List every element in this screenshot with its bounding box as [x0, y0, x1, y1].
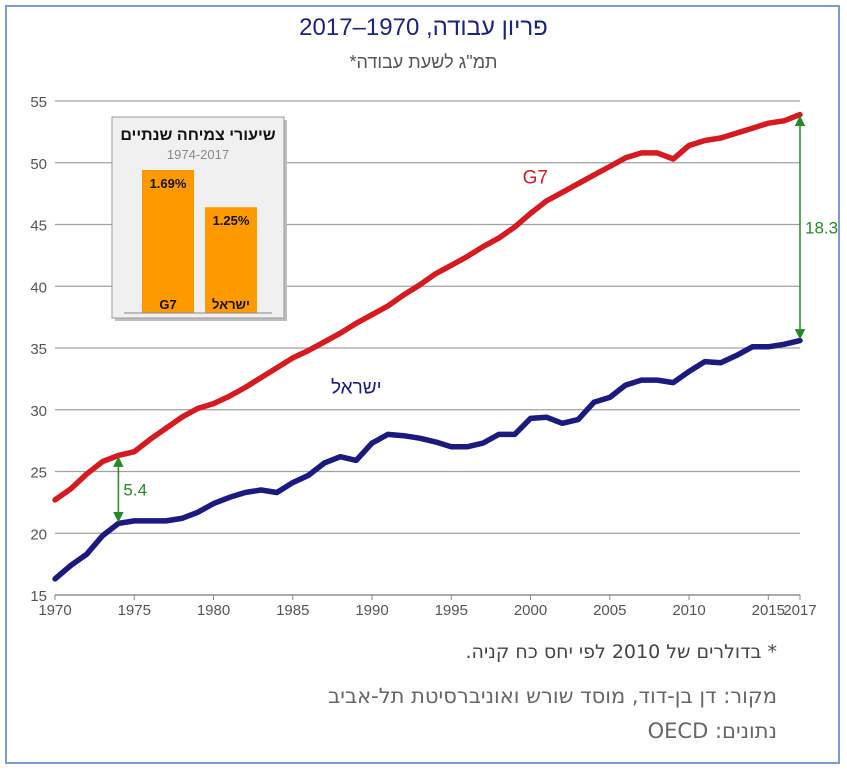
- data-source-note: נתונים: OECD: [647, 719, 777, 743]
- y-tick-label: 30: [30, 403, 47, 420]
- chart-title: פריון עבודה, 1970–2017: [299, 14, 548, 41]
- x-tick-label: 2005: [593, 602, 626, 619]
- gap-label: 18.3: [805, 219, 838, 238]
- x-tick-label: 1985: [276, 602, 309, 619]
- inset-value-label: 1.25%: [213, 213, 250, 228]
- y-tick-label: 15: [30, 588, 47, 605]
- inset-value-label: 1.69%: [150, 176, 187, 191]
- inset-bar: [142, 170, 194, 313]
- inset-category-label: ישראל: [212, 297, 250, 312]
- israel-line: [52, 337, 803, 582]
- y-tick-label: 45: [30, 218, 47, 235]
- series-label-israel: ישראל: [331, 378, 382, 399]
- inset-category-label: G7: [159, 297, 176, 312]
- x-tick-label: 1980: [197, 602, 230, 619]
- y-tick-label: 50: [30, 156, 47, 173]
- inset-bar: [205, 207, 257, 313]
- gap-label: 5.4: [123, 480, 147, 499]
- chart-subtitle: תמ"ג לשעת עבודה*: [349, 52, 498, 72]
- y-tick-label: 20: [30, 526, 47, 543]
- x-tick-label: 2000: [514, 602, 547, 619]
- x-tick-label: 2017: [783, 602, 816, 619]
- y-tick-label: 55: [30, 94, 47, 111]
- x-tick-label: 1975: [118, 602, 151, 619]
- inset-subtitle: 1974-2017: [167, 147, 229, 162]
- x-tick-label: 1995: [435, 602, 468, 619]
- y-tick-label: 35: [30, 341, 47, 358]
- source-note: מקור: דן בן-דוד, מוסד שורש ואוניברסיטת ת…: [328, 684, 777, 708]
- x-tick-label: 1990: [355, 602, 388, 619]
- x-tick-label: 2010: [672, 602, 705, 619]
- g7-line: [52, 111, 803, 503]
- x-tick-label: 1970: [38, 602, 71, 619]
- footnote: * בדולרים של 2010 לפי יחס כח קניה.: [465, 641, 777, 663]
- inset-title: שיעורי צמיחה שנתיים: [120, 127, 275, 144]
- x-tick-label: 2015: [752, 602, 785, 619]
- y-tick-label: 40: [30, 279, 47, 296]
- series-label-g7: G7: [523, 168, 548, 189]
- y-tick-label: 25: [30, 465, 47, 482]
